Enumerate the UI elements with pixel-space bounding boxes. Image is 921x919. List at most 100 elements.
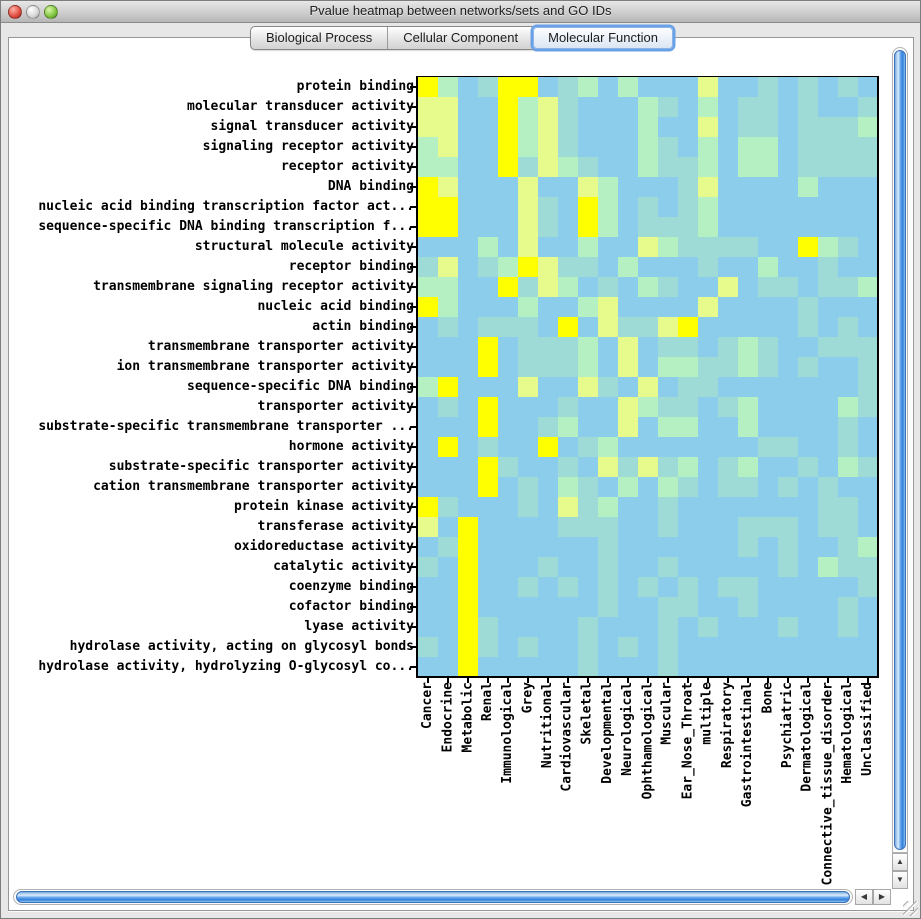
heatmap-cell: [538, 157, 558, 177]
heatmap-cell: [798, 257, 818, 277]
heatmap-cell: [818, 77, 838, 97]
heatmap-cell: [838, 257, 858, 277]
heatmap-cell: [858, 177, 878, 197]
heatmap-cell: [738, 617, 758, 637]
heatmap-cell: [418, 297, 438, 317]
heatmap-cell: [778, 357, 798, 377]
heatmap-cell: [618, 337, 638, 357]
heatmap-cell: [618, 77, 638, 97]
row-label: DNA binding: [327, 179, 414, 194]
heatmap-cell: [738, 77, 758, 97]
heatmap-cell: [438, 437, 458, 457]
heatmap-cell: [778, 537, 798, 557]
scroll-up-button[interactable]: ▲: [892, 853, 908, 871]
heatmap-cell: [798, 457, 818, 477]
heatmap-cell: [658, 477, 678, 497]
heatmap-cell: [538, 617, 558, 637]
heatmap-cell: [458, 377, 478, 397]
heatmap-cell: [538, 217, 558, 237]
heatmap-cell: [538, 557, 558, 577]
heatmap-cell: [718, 637, 738, 657]
window-resize-grip[interactable]: [903, 901, 918, 916]
heatmap-cell: [858, 417, 878, 437]
y-tick: [410, 206, 416, 208]
heatmap-cell: [458, 417, 478, 437]
heatmap-cell: [718, 537, 738, 557]
heatmap-cell: [718, 457, 738, 477]
heatmap-cell: [818, 637, 838, 657]
heatmap-cell: [858, 557, 878, 577]
heatmap-cell: [758, 77, 778, 97]
heatmap-cell: [818, 117, 838, 137]
heatmap-cell: [438, 657, 458, 677]
tab-cellular-component[interactable]: Cellular Component: [387, 27, 533, 49]
scroll-left-button[interactable]: ◀: [855, 889, 873, 905]
heatmap-cell: [778, 637, 798, 657]
heatmap-cell: [618, 517, 638, 537]
y-tick: [410, 126, 416, 128]
row-label: catalytic activity: [273, 559, 414, 574]
heatmap-cell: [718, 257, 738, 277]
scroll-right-icon: ▶: [878, 892, 886, 901]
heatmap-cell: [498, 637, 518, 657]
heatmap-cell: [678, 277, 698, 297]
heatmap-cell: [778, 417, 798, 437]
heatmap-cell: [658, 257, 678, 277]
heatmap-cell: [738, 437, 758, 457]
heatmap-cell: [678, 317, 698, 337]
heatmap-cell: [498, 237, 518, 257]
heatmap-cell: [438, 117, 458, 137]
heatmap-cell: [678, 617, 698, 637]
heatmap-cell: [698, 177, 718, 197]
row-label: cation transmembrane transporter activit…: [93, 479, 414, 494]
heatmap-cell: [518, 437, 538, 457]
heatmap-cell: [438, 417, 458, 437]
heatmap-cell: [678, 217, 698, 237]
heatmap-cell: [738, 197, 758, 217]
heatmap-cell: [838, 137, 858, 157]
column-label: Cardiovascular: [560, 682, 575, 792]
scroll-down-button[interactable]: ▼: [892, 871, 908, 889]
horizontal-scrollbar-thumb[interactable]: [16, 891, 850, 903]
heatmap-cell: [718, 617, 738, 637]
heatmap-cell: [758, 477, 778, 497]
x-tick: [867, 678, 869, 683]
heatmap-cell: [498, 457, 518, 477]
heatmap-cell: [798, 77, 818, 97]
heatmap-cell: [698, 137, 718, 157]
column-label: Dermatological: [800, 682, 815, 792]
heatmap-cell: [738, 237, 758, 257]
heatmap-cell: [698, 657, 718, 677]
heatmap-cell: [498, 157, 518, 177]
heatmap-cell: [558, 377, 578, 397]
heatmap-cell: [858, 97, 878, 117]
tab-biological-process[interactable]: Biological Process: [266, 30, 373, 45]
heatmap-cell: [638, 137, 658, 157]
heatmap-cell: [558, 657, 578, 677]
vertical-scrollbar-thumb[interactable]: [894, 50, 906, 850]
heatmap-cell: [498, 137, 518, 157]
heatmap-cell: [758, 257, 778, 277]
heatmap-cell: [818, 217, 838, 237]
minimize-button[interactable]: [26, 5, 40, 19]
tab-molecular-function[interactable]: Molecular Function: [533, 27, 673, 49]
zoom-button[interactable]: [44, 5, 58, 19]
heatmap-cell: [678, 137, 698, 157]
heatmap-cell: [838, 517, 858, 537]
heatmap-cell: [598, 277, 618, 297]
heatmap-cell: [778, 97, 798, 117]
heatmap-cell: [538, 237, 558, 257]
heatmap-cell: [838, 77, 858, 97]
heatmap-cell: [658, 157, 678, 177]
heatmap-cell: [798, 537, 818, 557]
heatmap-cell: [678, 97, 698, 117]
close-button[interactable]: [8, 5, 22, 19]
heatmap-cell: [818, 237, 838, 257]
vertical-scrollbar[interactable]: [892, 47, 908, 853]
heatmap-cell: [418, 517, 438, 537]
heatmap-cell: [738, 337, 758, 357]
scroll-right-button[interactable]: ▶: [873, 889, 891, 905]
heatmap-cell: [598, 77, 618, 97]
heatmap-cell: [638, 317, 658, 337]
horizontal-scrollbar[interactable]: [13, 889, 853, 905]
